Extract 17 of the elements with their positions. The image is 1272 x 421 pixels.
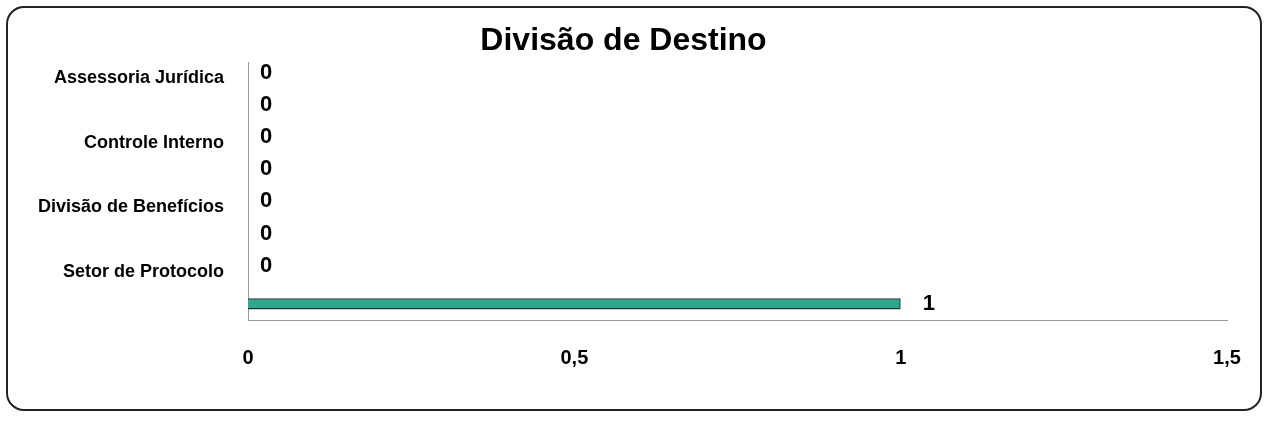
- data-label: 0: [260, 251, 273, 277]
- y-tick-label: Assessoria Jurídica: [53, 67, 226, 88]
- x-tick-label: 1: [895, 345, 907, 368]
- data-label: 0: [260, 219, 273, 245]
- y-tick-label: Divisão de Benefícios: [37, 196, 225, 217]
- data-label: 1: [922, 289, 935, 315]
- x-tick-label: 0,5: [560, 345, 589, 368]
- y-tick-label: Controle Interno: [84, 131, 225, 152]
- chart-title: Divisão de Destino: [480, 21, 767, 58]
- x-tick-label: 1,5: [1213, 345, 1241, 368]
- x-tick-label: 0: [242, 345, 254, 368]
- data-label: 0: [260, 90, 273, 116]
- data-label: 0: [260, 155, 273, 181]
- data-label: 0: [260, 58, 273, 84]
- y-tick-label: Setor de Protocolo: [63, 260, 225, 281]
- data-label: 0: [260, 187, 273, 213]
- data-label: 0: [260, 122, 273, 148]
